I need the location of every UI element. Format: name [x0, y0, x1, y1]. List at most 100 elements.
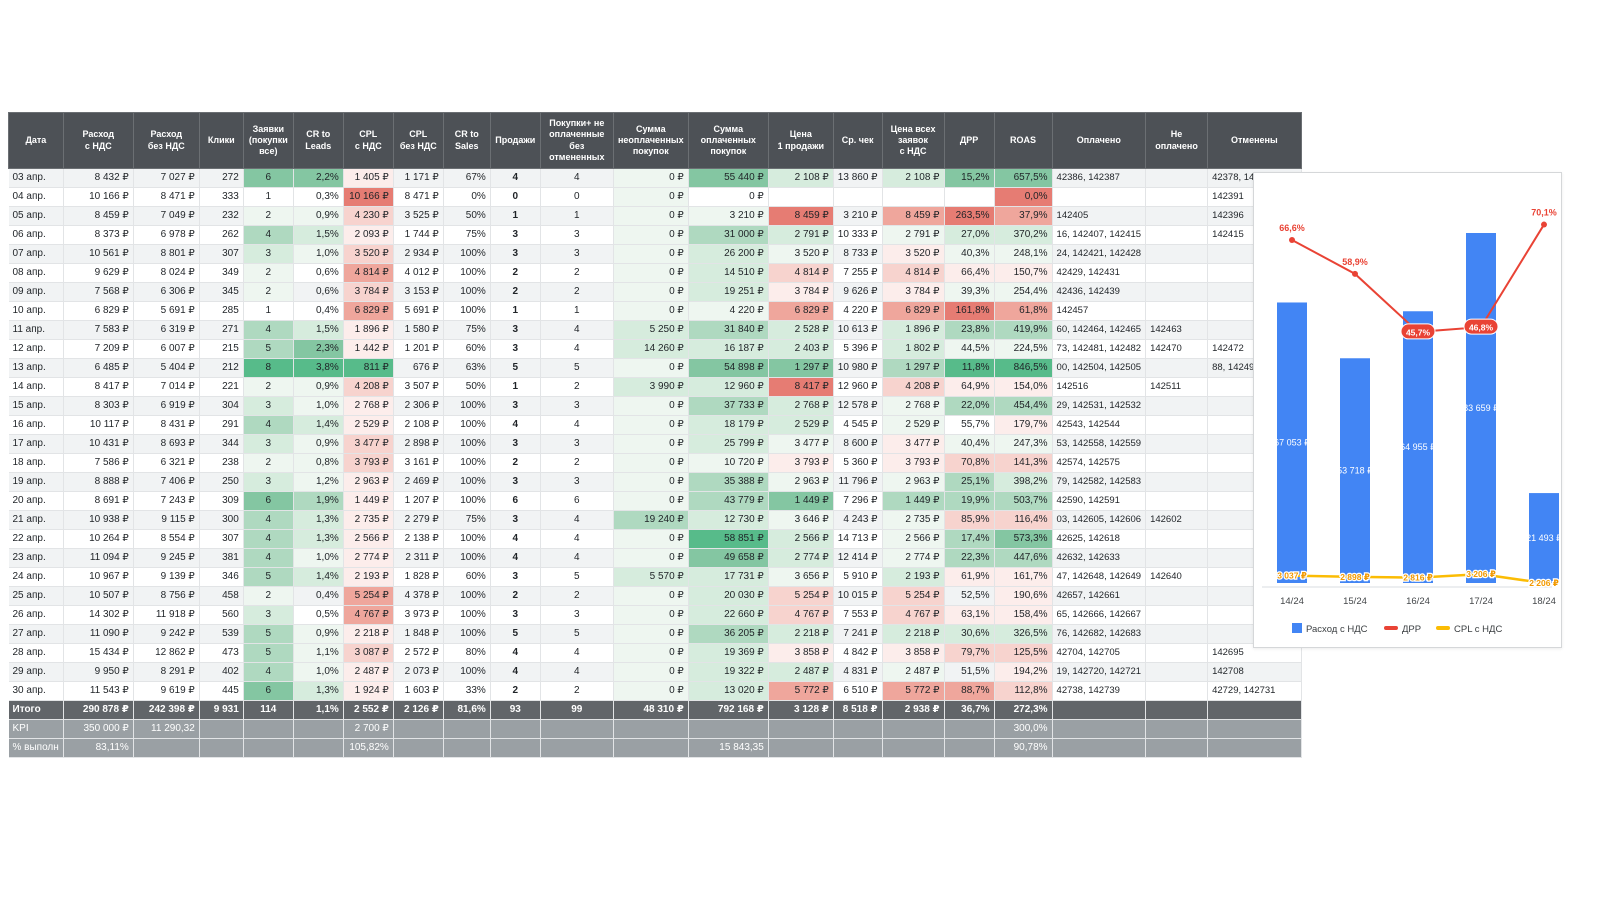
cell[interactable]: 33% — [443, 681, 491, 701]
cell[interactable]: 85,9% — [944, 510, 995, 530]
cell[interactable]: 12 960 ₽ — [833, 377, 883, 397]
legend-item[interactable]: Расход с НДС — [1292, 623, 1368, 635]
cell[interactable]: 10 967 ₽ — [63, 567, 134, 587]
cell[interactable]: 254,4% — [994, 282, 1053, 302]
cell[interactable]: 4 — [540, 415, 614, 435]
cell[interactable]: 70,8% — [944, 453, 995, 473]
cell[interactable]: 9 245 ₽ — [133, 548, 200, 568]
cell[interactable]: 100% — [443, 453, 491, 473]
cell[interactable]: 10 166 ₽ — [343, 187, 394, 207]
cell[interactable]: 2 487 ₽ — [343, 662, 394, 682]
cell[interactable]: 285 — [199, 301, 244, 321]
cell[interactable]: 10 431 ₽ — [63, 434, 134, 454]
cell[interactable]: 4 — [243, 529, 294, 549]
cell[interactable]: 29, 142531, 142532 — [1052, 396, 1147, 416]
cell[interactable]: 42632, 142633 — [1052, 548, 1147, 568]
cell[interactable]: 1 896 ₽ — [882, 320, 945, 340]
cell[interactable]: 2 735 ₽ — [343, 510, 394, 530]
cell[interactable]: 5 691 ₽ — [133, 301, 200, 321]
cell[interactable]: 42574, 142575 — [1052, 453, 1147, 473]
cell[interactable]: 263,5% — [944, 206, 995, 226]
cell[interactable]: 0 ₽ — [613, 605, 689, 625]
cell[interactable]: 5 772 ₽ — [768, 681, 834, 701]
cell[interactable]: 100% — [443, 282, 491, 302]
cell[interactable]: 307 — [199, 529, 244, 549]
cell[interactable]: 2 108 ₽ — [882, 168, 945, 188]
cell[interactable]: 0 ₽ — [613, 225, 689, 245]
cell[interactable]: 5 — [243, 567, 294, 587]
cell[interactable]: 3 — [540, 605, 614, 625]
cell[interactable]: 04 апр. — [8, 187, 64, 207]
cell[interactable]: 4 — [490, 529, 541, 549]
cell[interactable]: 47, 142648, 142649 — [1052, 567, 1147, 587]
cell[interactable]: 657,5% — [994, 168, 1053, 188]
cell[interactable]: 0 ₽ — [613, 548, 689, 568]
cell[interactable]: 11 796 ₽ — [833, 472, 883, 492]
cell[interactable]: 2 108 ₽ — [768, 168, 834, 188]
cell[interactable]: 2 529 ₽ — [343, 415, 394, 435]
cell[interactable]: 4 230 ₽ — [343, 206, 394, 226]
cell[interactable]: 7 296 ₽ — [833, 491, 883, 511]
cell[interactable]: 15 434 ₽ — [63, 643, 134, 663]
cell[interactable]: 54 898 ₽ — [688, 358, 769, 378]
cell[interactable]: 6 829 ₽ — [343, 301, 394, 321]
cell[interactable]: 8 024 ₽ — [133, 263, 200, 283]
cell[interactable]: 6 — [490, 491, 541, 511]
cell[interactable]: 4 831 ₽ — [833, 662, 883, 682]
cell[interactable]: 16, 142407, 142415 — [1052, 225, 1147, 245]
cell[interactable]: 3 — [490, 396, 541, 416]
cell[interactable]: 2 — [540, 263, 614, 283]
cell[interactable]: 1 744 ₽ — [393, 225, 444, 245]
cell[interactable]: 42429, 142431 — [1052, 263, 1147, 283]
cell[interactable] — [1145, 738, 1209, 758]
cell[interactable] — [1145, 434, 1209, 454]
cell[interactable]: 17,4% — [944, 529, 995, 549]
cell[interactable]: 67% — [443, 168, 491, 188]
cell[interactable]: 3 793 ₽ — [768, 453, 834, 473]
cell[interactable]: 3 — [490, 244, 541, 264]
cell[interactable]: 1,4% — [293, 415, 344, 435]
cell[interactable]: 1 802 ₽ — [882, 339, 945, 359]
chart-card[interactable]: 67 053 ₽ 53 718 ₽ 64 955 ₽ 83 659 ₽ 21 493 ₽… — [1253, 172, 1562, 648]
cell[interactable]: 194,2% — [994, 662, 1053, 682]
cell[interactable]: 5 250 ₽ — [613, 320, 689, 340]
cell[interactable]: 100% — [443, 415, 491, 435]
cell[interactable]: 4 545 ₽ — [833, 415, 883, 435]
cell[interactable]: 2 963 ₽ — [343, 472, 394, 492]
cell[interactable] — [1145, 358, 1209, 378]
cell[interactable]: 61,9% — [944, 567, 995, 587]
column-header[interactable]: CPL без НДС — [392, 112, 444, 169]
cell[interactable]: 79, 142582, 142583 — [1052, 472, 1147, 492]
cell[interactable]: 42738, 142739 — [1052, 681, 1147, 701]
cell[interactable]: 0,6% — [293, 282, 344, 302]
cell[interactable]: 6 829 ₽ — [768, 301, 834, 321]
cell[interactable]: 3 784 ₽ — [343, 282, 394, 302]
cell[interactable]: 2 700 ₽ — [343, 719, 394, 739]
cell[interactable]: 4 — [540, 339, 614, 359]
cell[interactable] — [1145, 187, 1209, 207]
cell[interactable]: 3 646 ₽ — [768, 510, 834, 530]
cell[interactable]: 2 529 ₽ — [882, 415, 945, 435]
cell[interactable]: 3 — [540, 244, 614, 264]
cell[interactable]: 00, 142504, 142505 — [1052, 358, 1147, 378]
cell[interactable]: 398,2% — [994, 472, 1053, 492]
cell[interactable] — [293, 719, 344, 739]
cell[interactable]: 8 600 ₽ — [833, 434, 883, 454]
cell[interactable]: 9 115 ₽ — [133, 510, 200, 530]
cell[interactable]: 0 ₽ — [613, 206, 689, 226]
cell[interactable]: 66,4% — [944, 263, 995, 283]
cell[interactable] — [882, 719, 945, 739]
cell[interactable]: 2 126 ₽ — [393, 700, 444, 720]
cell[interactable] — [1145, 453, 1209, 473]
cell[interactable]: 60% — [443, 339, 491, 359]
cell[interactable]: 100% — [443, 548, 491, 568]
cell[interactable]: 19 240 ₽ — [613, 510, 689, 530]
cell[interactable]: 1,3% — [293, 510, 344, 530]
cell[interactable]: 8 303 ₽ — [63, 396, 134, 416]
cell[interactable]: 247,3% — [994, 434, 1053, 454]
cell[interactable]: 40,3% — [944, 244, 995, 264]
cell[interactable]: 142602 — [1145, 510, 1209, 530]
cell[interactable]: 2 — [243, 586, 294, 606]
cell[interactable]: 05 апр. — [8, 206, 64, 226]
cell[interactable] — [1145, 263, 1209, 283]
